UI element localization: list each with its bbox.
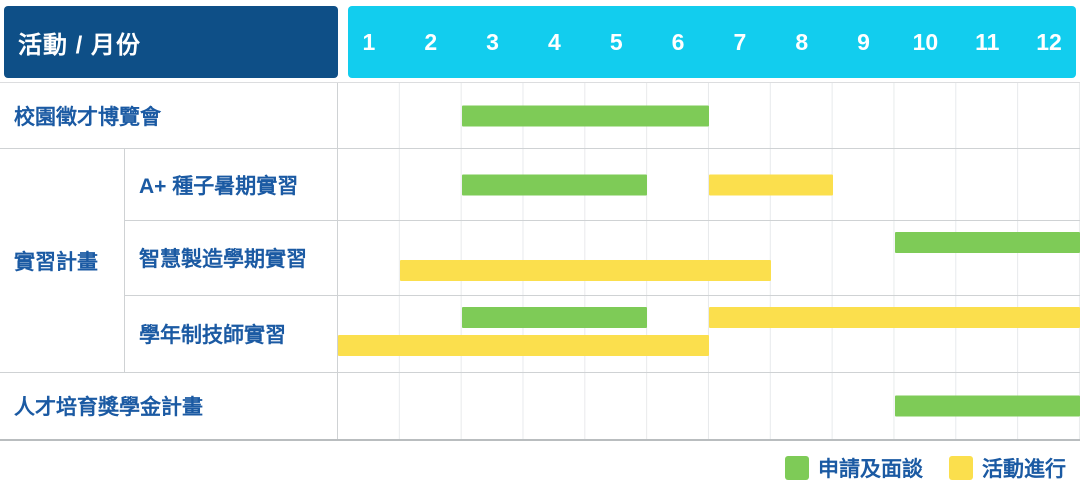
- bar-activity: [709, 307, 1080, 328]
- month-label: 1: [362, 28, 376, 55]
- row-label-text: 人才培育獎學金計畫: [14, 396, 203, 419]
- bar-apply: [894, 232, 1080, 253]
- month-label: 12: [1036, 28, 1062, 55]
- month-label: 10: [912, 28, 939, 55]
- month-label: 11: [975, 28, 1000, 55]
- row-label-text: 校園徵才博覽會: [14, 105, 161, 129]
- chart-header: 活動 / 月份 1 2 3 4 5 6 7 8 9 10 11 12: [4, 6, 1076, 78]
- row-label: A+ 種子暑期實習: [125, 149, 338, 221]
- row-label-text: A+ 種子暑期實習: [139, 174, 299, 198]
- row-group-label: 實習計畫: [0, 149, 125, 373]
- bar-apply: [894, 395, 1080, 417]
- gantt-table: 校園徵才博覽會 實習計畫 A+ 種子暑期實習 智慧製造學期實習 學年制技師實習人才培育獎…: [0, 82, 1080, 441]
- chart-title: 活動 / 月份: [18, 31, 142, 59]
- month-label: 7: [733, 28, 747, 55]
- row-timeline: [338, 83, 1080, 149]
- row-label: 智慧製造學期實習: [125, 221, 338, 296]
- legend-item-activity: 活動進行: [949, 453, 1066, 483]
- row-timeline: [338, 221, 1080, 296]
- row-group-label-text: 實習計畫: [14, 250, 98, 274]
- month-label: 4: [548, 28, 561, 55]
- legend-item-apply: 申請及面談: [785, 453, 923, 483]
- month-header-strip: 1 2 3 4 5 6 7 8 9 10 11 12: [348, 6, 1076, 78]
- row-label: 人才培育獎學金計畫: [0, 373, 338, 439]
- month-label: 2: [424, 28, 438, 55]
- row-label: 學年制技師實習: [125, 296, 338, 373]
- row-timeline: [338, 373, 1080, 439]
- bar-apply: [461, 307, 648, 328]
- legend-label-activity: 活動進行: [982, 457, 1066, 481]
- row-label-text: 智慧製造學期實習: [139, 248, 307, 271]
- month-label: 3: [486, 28, 499, 55]
- month-header-grid: 1 2 3 4 5 6 7 8 9 10 11 12: [338, 6, 1080, 78]
- bar-apply: [461, 105, 709, 126]
- legend: 申請及面談 活動進行: [0, 441, 1080, 494]
- legend-swatch-activity: [949, 455, 973, 480]
- row-label: 校園徵才博覽會: [0, 83, 338, 149]
- row-timeline: [338, 149, 1080, 221]
- bar-apply: [461, 174, 648, 195]
- month-label: 8: [795, 28, 809, 55]
- row-timeline: [338, 296, 1080, 373]
- header-corner-cell: 活動 / 月份: [4, 6, 338, 78]
- bar-activity: [338, 335, 709, 356]
- month-label: 5: [609, 28, 623, 55]
- legend-label-apply: 申請及面談: [818, 457, 923, 481]
- bar-activity: [709, 174, 833, 195]
- month-label: 6: [671, 28, 685, 55]
- bar-activity: [399, 260, 771, 281]
- row-label-text: 學年制技師實習: [139, 324, 286, 347]
- legend-swatch-apply: [785, 455, 809, 480]
- month-label: 9: [857, 28, 870, 55]
